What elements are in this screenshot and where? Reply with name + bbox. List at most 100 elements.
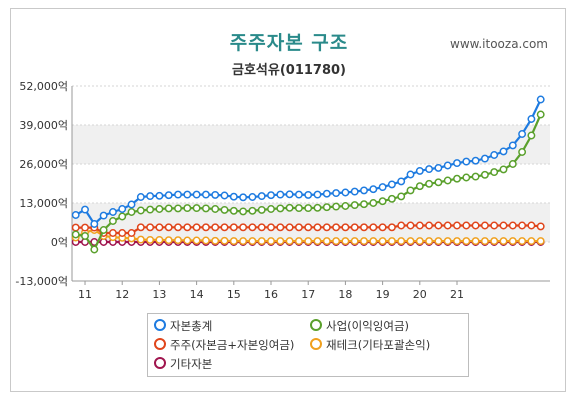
data-point xyxy=(164,236,173,245)
data-point xyxy=(322,223,331,232)
data-point xyxy=(341,237,350,246)
data-point xyxy=(397,237,406,246)
data-point xyxy=(378,223,387,232)
legend-marker-shareholders xyxy=(154,338,166,350)
data-point xyxy=(443,237,452,246)
data-point xyxy=(81,232,89,240)
data-point xyxy=(378,197,387,206)
data-point xyxy=(332,237,341,246)
data-point xyxy=(332,189,341,198)
data-point xyxy=(146,192,155,201)
data-point xyxy=(248,193,257,201)
x-tick-label: 16 xyxy=(264,288,278,301)
data-point xyxy=(229,192,238,201)
data-point xyxy=(360,200,368,209)
data-point xyxy=(350,187,359,196)
legend-item-retained-earnings[interactable]: 사업(이익잉여금) xyxy=(310,318,409,334)
data-point xyxy=(304,223,313,232)
legend-item-total-equity[interactable]: 자본총계 xyxy=(154,318,212,334)
data-point xyxy=(108,229,117,237)
data-point xyxy=(499,221,508,230)
data-point xyxy=(471,172,480,181)
data-point xyxy=(201,236,210,245)
data-point xyxy=(285,190,294,199)
data-point xyxy=(369,199,378,207)
data-point xyxy=(425,165,434,174)
data-point xyxy=(174,190,182,199)
data-point xyxy=(480,154,489,163)
data-point xyxy=(304,190,313,199)
data-point xyxy=(183,236,192,245)
data-point xyxy=(322,203,331,212)
data-point xyxy=(527,115,536,123)
data-point xyxy=(220,236,229,245)
data-point xyxy=(406,221,415,230)
plot-band xyxy=(72,125,550,164)
data-point xyxy=(518,130,527,138)
data-point xyxy=(462,157,471,166)
legend-label: 자본총계 xyxy=(170,319,213,333)
x-tick-label: 20 xyxy=(413,288,427,301)
data-point xyxy=(527,237,536,246)
data-point xyxy=(267,191,275,200)
legend-item-oci[interactable]: 재테크(기타포괄손익) xyxy=(310,337,430,353)
data-point xyxy=(322,189,331,198)
data-point xyxy=(127,208,136,216)
data-point xyxy=(322,237,331,246)
data-point xyxy=(174,236,182,245)
data-point xyxy=(415,221,424,230)
data-point xyxy=(508,237,517,246)
data-point xyxy=(108,208,117,216)
data-point xyxy=(443,221,452,230)
data-point xyxy=(146,205,155,214)
data-point xyxy=(490,151,499,159)
data-point xyxy=(397,221,406,230)
legend-item-shareholders[interactable]: 주주(자본금+자본잉여금) xyxy=(154,337,294,353)
data-point xyxy=(360,186,368,195)
data-point xyxy=(527,131,536,140)
x-tick-label: 14 xyxy=(190,288,204,301)
data-point xyxy=(71,211,80,219)
data-point xyxy=(425,179,434,188)
data-point xyxy=(360,223,368,232)
data-point xyxy=(294,237,303,246)
data-point xyxy=(480,237,489,246)
data-point xyxy=(304,204,313,213)
data-point xyxy=(415,237,424,246)
data-point xyxy=(229,223,238,232)
data-point xyxy=(155,191,164,200)
data-point xyxy=(378,183,387,192)
x-tick-label: 19 xyxy=(376,288,390,301)
site-link[interactable]: www.itooza.com xyxy=(450,37,548,51)
data-point xyxy=(471,221,480,230)
data-point xyxy=(453,221,461,230)
data-point xyxy=(480,221,489,230)
data-point xyxy=(239,193,248,202)
data-point xyxy=(211,190,220,199)
data-point xyxy=(90,245,99,254)
legend: 자본총계 사업(이익잉여금) 주주(자본금+자본잉여금) 재테크(기타포괄손익)… xyxy=(147,313,469,377)
data-point xyxy=(146,235,155,244)
data-point xyxy=(155,235,164,244)
data-point xyxy=(332,223,341,232)
legend-item-other-capital[interactable]: 기타자본 xyxy=(154,356,212,372)
data-point xyxy=(285,237,294,246)
data-point xyxy=(387,237,396,246)
data-point xyxy=(118,205,127,213)
data-point xyxy=(536,237,545,246)
data-point xyxy=(453,174,461,183)
data-point xyxy=(508,141,517,150)
data-point xyxy=(108,217,117,225)
data-point xyxy=(127,200,136,209)
data-point xyxy=(267,223,275,232)
data-point xyxy=(294,190,303,199)
data-point xyxy=(406,170,415,179)
data-point xyxy=(536,110,545,119)
data-point xyxy=(443,161,452,170)
data-point xyxy=(341,223,350,232)
data-point xyxy=(462,237,471,246)
data-point xyxy=(425,237,434,246)
data-point xyxy=(480,170,489,179)
data-point xyxy=(164,204,173,213)
